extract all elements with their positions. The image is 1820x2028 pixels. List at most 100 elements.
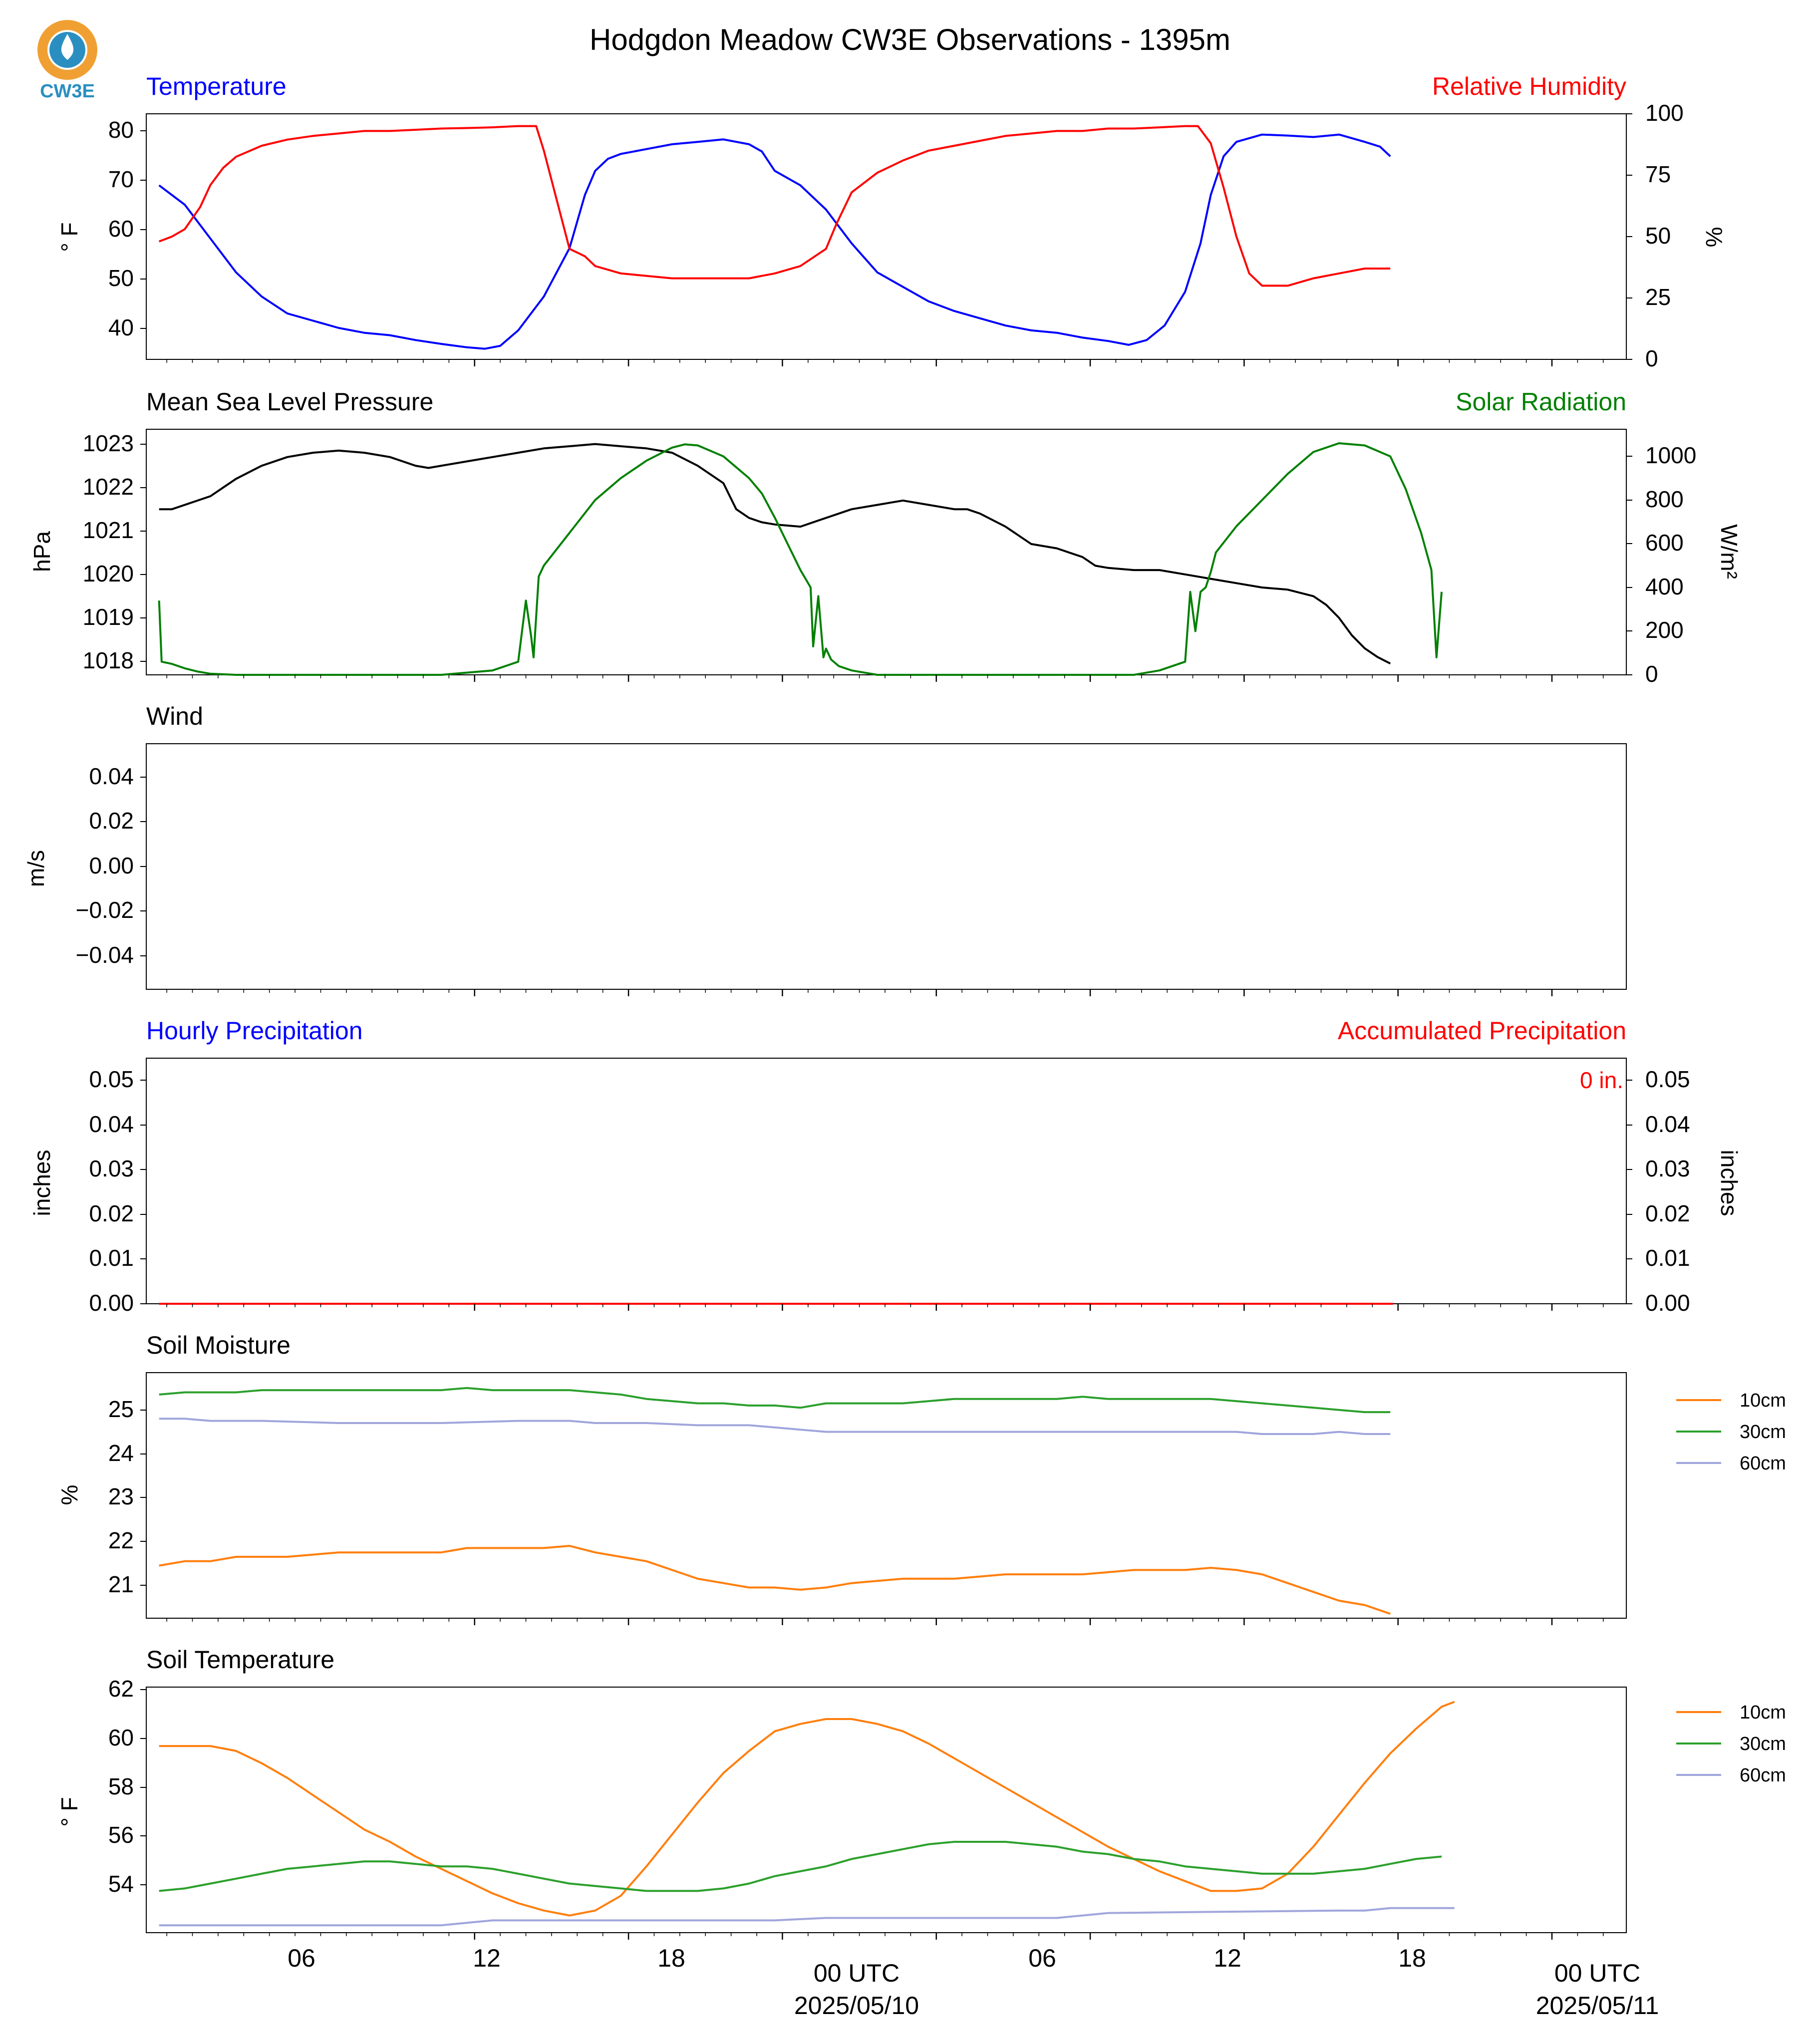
plot-area	[158, 442, 1443, 676]
y-tick-label: 1022	[83, 474, 134, 500]
plot-area	[159, 1387, 1391, 1615]
x-tick-label: 06	[1028, 1944, 1056, 1972]
x-tick-label: 00 UTC	[814, 1959, 900, 1987]
soil-moisture-title: Soil Moisture	[146, 1331, 291, 1359]
y2-tick-label: 0	[1645, 345, 1658, 371]
left-ticks: 62 60 58 56 54	[108, 1676, 146, 1897]
y-tick-label: 25	[108, 1396, 134, 1422]
legend-label-30cm: 30cm	[1740, 1734, 1786, 1754]
y-tick-label: 0.05	[89, 1066, 134, 1092]
soil-moisture-ylabel: %	[56, 1485, 82, 1505]
y-tick-label: 1023	[83, 430, 134, 456]
precip-ylabel: inches	[29, 1150, 55, 1216]
y2-tick-label: 0.05	[1645, 1066, 1690, 1092]
y-tick-label: 60	[108, 1725, 134, 1750]
accum-precip-title: Accumulated Precipitation	[1338, 1017, 1626, 1045]
solar-ylabel: W/m²	[1716, 524, 1742, 579]
legend-label-30cm: 30cm	[1740, 1422, 1786, 1443]
x-ticks	[166, 359, 1604, 1940]
y-tick-label: 58	[108, 1773, 134, 1799]
y-tick-label: 54	[108, 1871, 134, 1897]
legend-label-60cm: 60cm	[1740, 1765, 1786, 1786]
panel-soil-temp: Soil Temperature ° F 62 60 58 56 54 10cm…	[56, 1646, 1786, 1933]
y2-tick-label: 1000	[1645, 442, 1696, 468]
temp_rh-series-0-line	[158, 133, 1391, 350]
left-ticks: 0.05 0.04 0.03 0.02 0.01 0.00	[89, 1066, 146, 1316]
y-tick-label: 1021	[83, 517, 134, 543]
soil-temp-legend: 10cm 30cm 60cm	[1676, 1702, 1786, 1786]
y-tick-label: 0.04	[89, 1111, 134, 1137]
soil_moisture-series-10cm-line	[159, 1545, 1391, 1615]
plot-area	[158, 125, 1391, 350]
y-tick-label: 0.03	[89, 1156, 134, 1181]
soil_moisture-series-60cm-line	[159, 1418, 1391, 1435]
pressure-ylabel: hPa	[29, 531, 55, 572]
y2-tick-label: 25	[1645, 284, 1671, 310]
y-tick-label: 21	[108, 1571, 134, 1597]
x-tick-label: 18	[1398, 1944, 1426, 1972]
x-tick-label: 12	[1213, 1944, 1241, 1972]
y2-tick-label: 800	[1645, 486, 1684, 512]
legend-label-10cm: 10cm	[1740, 1390, 1786, 1411]
y-tick-label: 50	[108, 265, 134, 291]
left-ticks: 0.04 0.02 0.00 −0.02 −0.04	[76, 763, 146, 968]
y2-tick-label: 600	[1645, 530, 1684, 556]
soil_temp-series-10cm-line	[159, 1701, 1455, 1917]
right-ticks: 100 75 50 25 0	[1626, 100, 1684, 371]
rh-ylabel: %	[1701, 227, 1727, 248]
y-tick-label: 56	[108, 1822, 134, 1848]
soil_moisture-series-30cm-line	[159, 1387, 1391, 1414]
panel-frame	[146, 1372, 1627, 1619]
soil_temp-series-60cm-line	[159, 1907, 1455, 1927]
y-tick-label: 0.00	[89, 1290, 134, 1316]
legend-label-60cm: 60cm	[1740, 1453, 1786, 1474]
y2-tick-label: 100	[1645, 100, 1684, 126]
panel-temp-rh: Temperature Relative Humidity ° F % 80 7…	[56, 72, 1727, 371]
left-ticks: 80 70 60 50 40	[108, 117, 146, 340]
pressure_solar-series-0-line	[159, 443, 1391, 665]
y-tick-label: 40	[108, 314, 134, 340]
temp_rh-series-1-line	[158, 125, 1391, 287]
solar-title: Solar Radiation	[1456, 388, 1626, 416]
left-ticks: 1023 1022 1021 1020 1019 1018	[83, 430, 146, 673]
y2-tick-label: 75	[1645, 161, 1671, 187]
y-tick-label: 0.04	[89, 763, 134, 789]
y-tick-label: 70	[108, 166, 134, 192]
panel-precip: Hourly Precipitation Accumulated Precipi…	[29, 1017, 1742, 1316]
y-tick-label: 22	[108, 1527, 134, 1553]
y-tick-label: 0.01	[89, 1245, 134, 1271]
pressure-title: Mean Sea Level Pressure	[146, 388, 433, 416]
panel-frame	[146, 1058, 1627, 1304]
y-tick-label: 60	[108, 216, 134, 242]
date-label: 2025/05/10	[794, 1992, 919, 2020]
logo-ring	[37, 20, 97, 80]
y2-tick-label: 0.02	[1645, 1200, 1690, 1226]
y2-tick-label: 0.03	[1645, 1156, 1690, 1181]
legend-label-10cm: 10cm	[1740, 1702, 1786, 1723]
soil-temp-ylabel: ° F	[56, 1797, 82, 1826]
y-tick-label: −0.04	[76, 942, 134, 968]
y-tick-label: 23	[108, 1483, 134, 1509]
y-tick-label: 0.00	[89, 853, 134, 878]
figure-title: Hodgdon Meadow CW3E Observations - 1395m	[590, 23, 1230, 56]
time-axis: 06 12 18 00 UTC 06 12 18 00 UTC 2025/05/…	[288, 1944, 1659, 2020]
y-tick-label: 24	[108, 1440, 134, 1466]
y-tick-label: 62	[108, 1676, 134, 1702]
precip-ylabel-right: inches	[1716, 1150, 1742, 1216]
panel-frame	[146, 113, 1627, 360]
x-tick-label: 18	[657, 1944, 685, 1972]
soil_temp-series-30cm-line	[159, 1841, 1442, 1892]
y-tick-label: 1018	[83, 647, 134, 673]
y-tick-label: −0.02	[76, 897, 134, 923]
y2-tick-label: 0.01	[1645, 1245, 1690, 1271]
y2-tick-label: 400	[1645, 574, 1684, 599]
right-ticks: 0.05 0.04 0.03 0.02 0.01 0.00	[1626, 1066, 1690, 1316]
y2-tick-label: 200	[1645, 617, 1684, 643]
panel-frame	[146, 1687, 1627, 1933]
y-tick-label: 80	[108, 117, 134, 143]
y2-tick-label: 50	[1645, 223, 1671, 249]
x-tick-label: 12	[473, 1944, 501, 1972]
logo-drop-icon	[61, 34, 74, 60]
rh-title: Relative Humidity	[1432, 72, 1626, 100]
